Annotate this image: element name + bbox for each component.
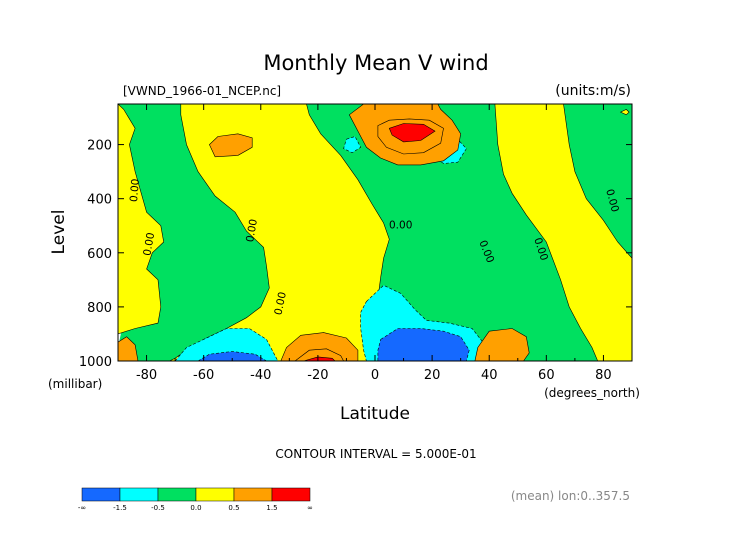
x-tick-label: -20 bbox=[307, 368, 328, 383]
colorbar-tick-label: 1.5 bbox=[266, 504, 277, 512]
contour-interval-text: CONTOUR INTERVAL = 5.000E-01 bbox=[275, 447, 476, 461]
contour-label: 0.00 bbox=[128, 178, 142, 202]
y-tick-label: 1000 bbox=[79, 355, 112, 370]
x-axis-units: (degrees_north) bbox=[544, 386, 640, 400]
footnote: (mean) lon:0..357.5 bbox=[511, 489, 630, 503]
contour-label: 0.00 bbox=[141, 232, 157, 257]
chart-subtitle-right: (units:m/s) bbox=[555, 83, 631, 99]
chart-subtitle-left: [VWND_1966-01_NCEP.nc] bbox=[123, 84, 281, 98]
contour-region bbox=[197, 351, 268, 361]
colorbar-tick-label: 0.5 bbox=[228, 504, 239, 512]
colorbar-swatch bbox=[233, 487, 273, 502]
y-tick-label: 800 bbox=[87, 301, 112, 316]
x-tick-label: -80 bbox=[136, 368, 157, 383]
colorbar-tick-label: ∞ bbox=[307, 504, 313, 512]
y-axis-units: (millibar) bbox=[48, 377, 102, 391]
chart-title: Monthly Mean V wind bbox=[263, 51, 488, 75]
plot-area bbox=[118, 104, 632, 361]
colorbar-swatch bbox=[195, 487, 235, 502]
contour-label: 0.00 bbox=[603, 188, 621, 214]
colorbar-labels: -∞ -1.5 -0.5 0.0 0.5 1.5 ∞ bbox=[78, 504, 313, 512]
x-tick-label: 40 bbox=[481, 368, 498, 383]
contour-region bbox=[209, 133, 253, 158]
x-tick-label: 0 bbox=[371, 368, 379, 383]
y-tick-label: 200 bbox=[87, 139, 112, 154]
contour-region bbox=[303, 356, 336, 361]
contour-region bbox=[474, 328, 530, 361]
x-tick-label: -40 bbox=[250, 368, 271, 383]
y-tick-label: 600 bbox=[87, 247, 112, 262]
contour-label: 0.00 bbox=[244, 218, 260, 243]
contour-region bbox=[494, 104, 632, 361]
colorbar-swatch bbox=[271, 487, 311, 502]
contour-region bbox=[619, 109, 630, 116]
contour-region bbox=[169, 104, 390, 361]
contour-region bbox=[118, 104, 165, 335]
y-tick-label: 400 bbox=[87, 193, 112, 208]
contour-region bbox=[388, 123, 436, 143]
colorbar-swatch bbox=[157, 487, 197, 502]
contour-label: 0.00 bbox=[389, 219, 412, 231]
x-tick-label: 20 bbox=[424, 368, 441, 383]
colorbar-swatch bbox=[81, 487, 121, 502]
contour-region bbox=[377, 328, 470, 361]
contour-region bbox=[280, 332, 359, 361]
colorbar-tick-label: -0.5 bbox=[151, 504, 165, 512]
colorbar bbox=[81, 487, 311, 502]
y-axis-label: Level bbox=[49, 210, 69, 255]
contour-label: 0.00 bbox=[272, 291, 289, 316]
x-tick-label: 60 bbox=[538, 368, 555, 383]
x-axis-label: Latitude bbox=[340, 404, 410, 424]
x-tick-label: 80 bbox=[595, 368, 612, 383]
colorbar-swatch bbox=[119, 487, 159, 502]
x-tick-label: -60 bbox=[193, 368, 214, 383]
contour-region bbox=[343, 136, 362, 154]
colorbar-tick-label: -1.5 bbox=[113, 504, 127, 512]
colorbar-tick-label: 0.0 bbox=[190, 504, 201, 512]
colorbar-tick-label: -∞ bbox=[78, 504, 86, 512]
contour-region bbox=[118, 336, 139, 361]
contour-region bbox=[174, 328, 279, 361]
